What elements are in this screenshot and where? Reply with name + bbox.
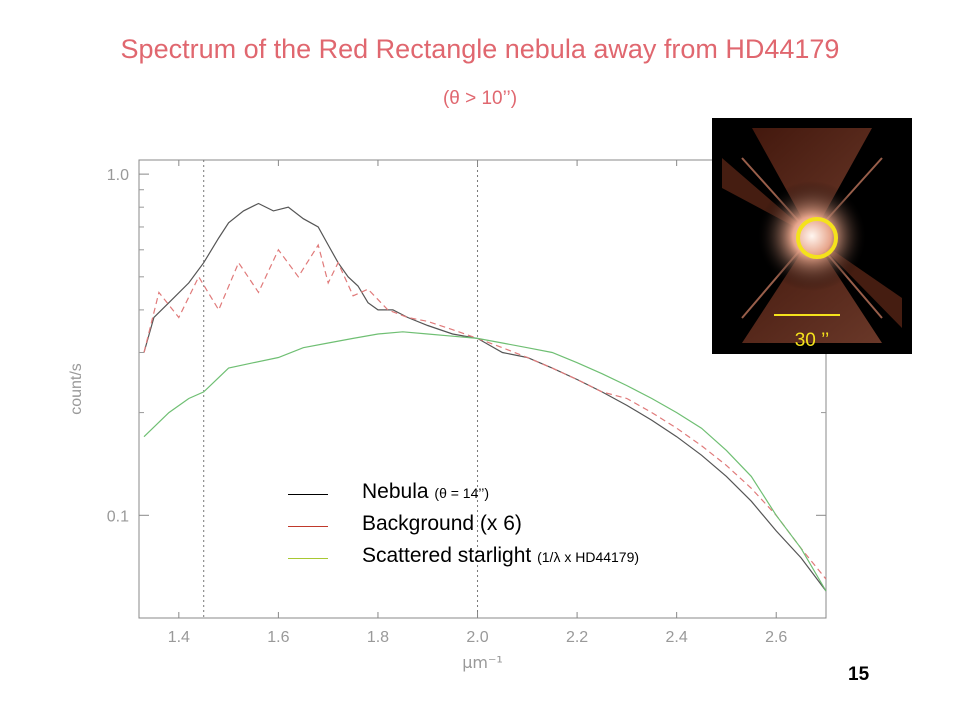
page-number: 15	[848, 664, 870, 685]
legend-note-starlight: (1/λ x HD44179)	[537, 549, 640, 565]
y-axis-label: count/s	[68, 363, 85, 415]
legend-note-nebula: (θ = 14’’)	[434, 485, 490, 501]
nebula-image: 30 ’’	[712, 118, 912, 354]
scale-bar-label: 30 ’’	[794, 330, 830, 351]
x-tick-label: 1.4	[168, 629, 190, 646]
legend-swatch-nebula	[288, 494, 328, 495]
series-line-background-x-6	[143, 243, 827, 580]
legend-swatch-background	[288, 526, 328, 527]
x-tick-label: 2.0	[466, 629, 488, 646]
x-tick-label: 2.6	[765, 629, 787, 646]
x-tick-label: 2.2	[566, 629, 588, 646]
x-tick-label: 2.4	[666, 629, 688, 646]
x-axis-label: μm⁻¹	[462, 653, 503, 672]
nebula-picture	[722, 128, 902, 343]
x-tick-label: 1.8	[367, 629, 389, 646]
y-tick-label: 0.1	[107, 508, 129, 525]
slide-title: Spectrum of the Red Rectangle nebula awa…	[120, 34, 840, 64]
legend-swatch-starlight	[288, 558, 328, 559]
y-tick-label: 1.0	[107, 167, 129, 184]
aperture-circle	[796, 217, 838, 259]
legend-label-background: Background (x 6)	[362, 512, 522, 535]
legend-item-starlight: Scattered starlight (1/λ x HD44179)	[288, 544, 768, 570]
legend-label-starlight: Scattered starlight	[362, 544, 532, 567]
x-tick-label: 1.6	[267, 629, 289, 646]
legend-label-nebula: Nebula	[362, 480, 429, 503]
series-line-nebula	[143, 202, 827, 592]
legend-item-background: Background (x 6)	[288, 512, 768, 538]
plot-area	[138, 159, 827, 619]
series-line-scattered-starlight	[143, 331, 827, 592]
legend-item-nebula: Nebula (θ = 14’’)	[288, 480, 768, 506]
slide-subtitle: (θ > 10’’)	[442, 88, 518, 109]
